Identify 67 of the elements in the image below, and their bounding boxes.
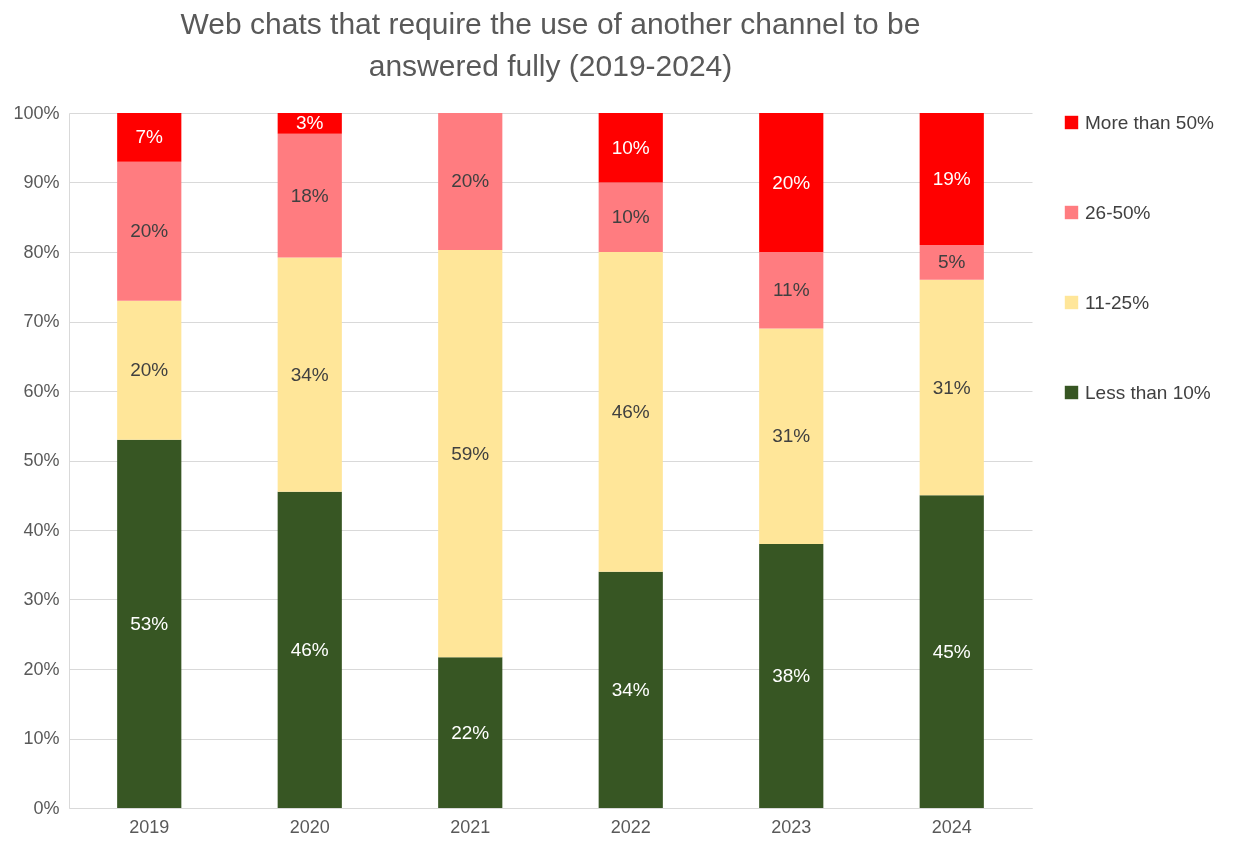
bar: [277, 133, 342, 258]
y-tick-label: 70%: [23, 311, 60, 331]
y-tick-label: 30%: [23, 589, 60, 609]
bar: [759, 328, 824, 544]
data-label: 10%: [611, 136, 650, 158]
data-label: 3%: [296, 112, 324, 134]
x-tick-label: 2021: [450, 816, 491, 837]
data-label: 59%: [451, 442, 490, 464]
data-label: 19%: [932, 168, 971, 190]
bar: [117, 113, 182, 162]
data-label: 20%: [130, 220, 169, 242]
y-tick-label: 100%: [13, 102, 60, 123]
legend-label: 11-25%: [1085, 291, 1150, 313]
bar: [598, 571, 663, 808]
legend-label: More than 50%: [1085, 111, 1214, 133]
data-label: 53%: [130, 612, 169, 634]
y-tick-label: 90%: [23, 172, 60, 192]
bar: [919, 245, 984, 280]
bar: [277, 257, 342, 492]
data-label: 31%: [932, 376, 971, 398]
bar: [919, 113, 984, 246]
data-label: 20%: [130, 359, 169, 381]
y-tick-label: 50%: [23, 450, 60, 470]
bar: [759, 113, 824, 252]
data-label: 7%: [135, 126, 164, 148]
data-label: 38%: [772, 664, 811, 686]
bar: [117, 300, 182, 440]
bar: [117, 439, 182, 808]
x-tick-label: 2023: [771, 816, 812, 837]
y-tick-label: 10%: [23, 728, 60, 748]
data-label: 11%: [772, 279, 810, 301]
bar: [598, 182, 663, 252]
bar: [438, 249, 503, 658]
y-tick-label: 40%: [23, 519, 60, 540]
data-label: 10%: [611, 206, 650, 228]
bar: [598, 113, 663, 183]
bar: [277, 491, 342, 808]
data-label: 20%: [451, 170, 490, 192]
bar: [759, 252, 824, 329]
bar: [117, 161, 182, 301]
bar: [759, 543, 824, 808]
data-label: 46%: [611, 400, 650, 422]
chart-title: Web chats that require the use of another channel to be answered fully (2019-2024): [180, 7, 921, 82]
data-label: 34%: [290, 363, 329, 385]
bar: [438, 657, 503, 808]
legend-label: Less than 10%: [1085, 381, 1211, 403]
bar: [919, 279, 984, 496]
data-label: 5%: [938, 251, 966, 273]
legend-label: 26-50%: [1085, 201, 1151, 223]
x-tick-label: 2022: [610, 816, 651, 837]
data-label: 34%: [611, 678, 650, 700]
data-label: 20%: [772, 171, 811, 193]
x-tick-label: 2019: [129, 816, 170, 837]
x-tick-label: 2020: [289, 816, 330, 837]
data-label: 46%: [290, 638, 329, 660]
data-label: 22%: [451, 721, 490, 743]
y-tick-label: 80%: [23, 241, 60, 262]
data-label: 31%: [772, 425, 811, 447]
y-tick-label: 20%: [23, 658, 60, 679]
bar: [598, 252, 663, 572]
y-tick-label: 0%: [33, 797, 60, 818]
bar: [438, 113, 503, 250]
data-label: 18%: [290, 184, 329, 206]
y-tick-label: 60%: [23, 380, 60, 401]
x-tick-label: 2024: [931, 816, 972, 837]
bar: [919, 495, 984, 808]
data-label: 45%: [932, 640, 971, 662]
